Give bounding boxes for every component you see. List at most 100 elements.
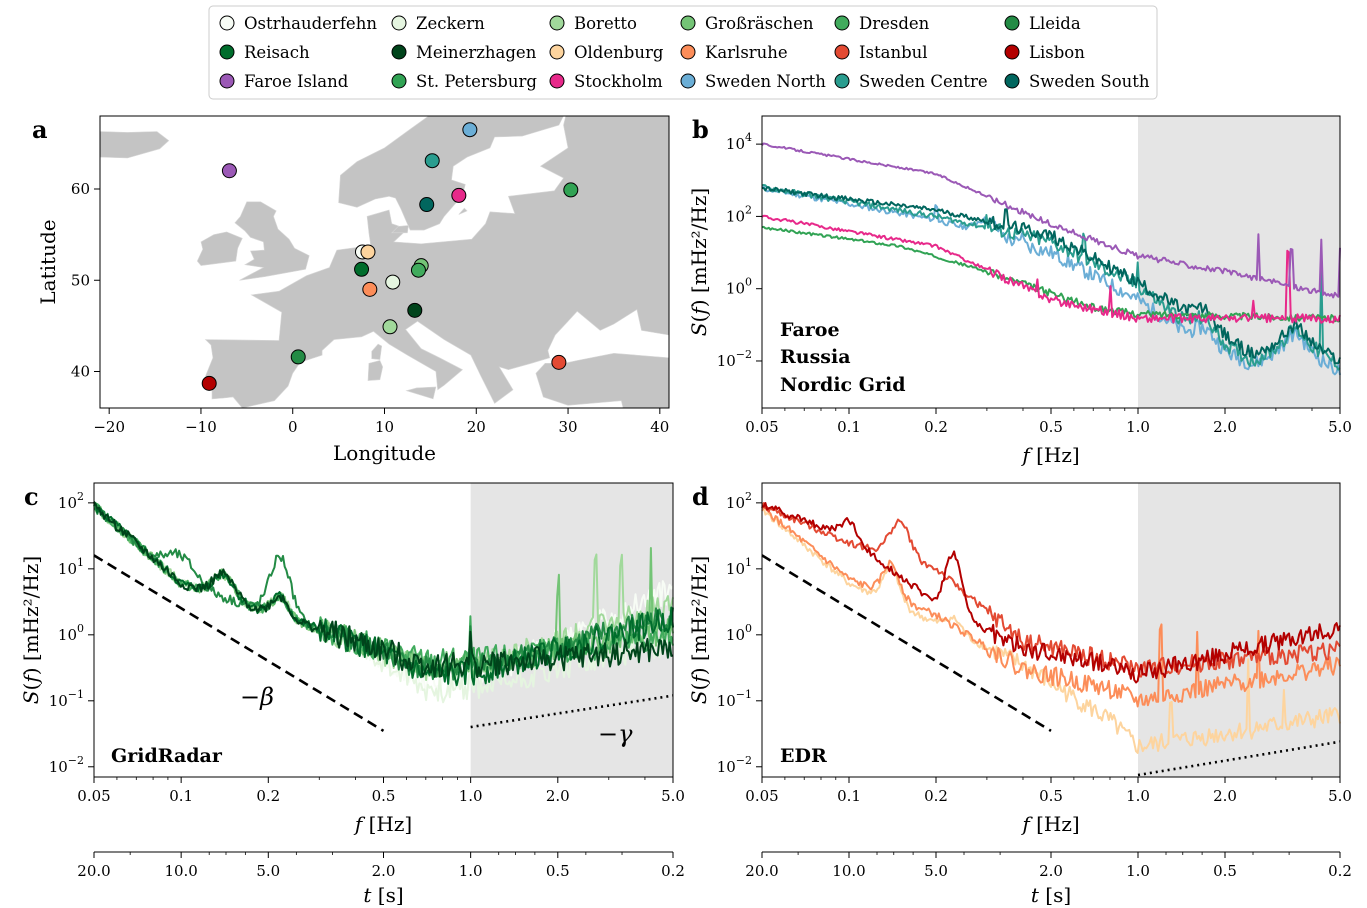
legend-marker [834,73,850,89]
x-tick-label: 5.0 [1328,787,1352,805]
map-marker-reisach [354,261,370,277]
map-marker-dresden [410,262,426,278]
panel-d-psd: 0.05 0.1 0.2 0.5 1.0 2.0 5.0 10−2 10−1 100 101 102 f… [687,482,1352,836]
legend-marker [219,15,235,31]
x-tick-label: 5.0 [661,787,685,805]
legend-entry: Oldenburg [574,43,664,62]
legend-marker [391,15,407,31]
gamma-reference-line [1137,740,1341,777]
x-tick-label: 0.5 [1039,418,1063,436]
map-marker-lisbon [201,375,217,391]
y-tick-label: 102 [726,203,752,225]
time-tick-label: 0.5 [546,862,570,880]
x-tick-label: −10 [185,418,217,436]
legend-marker [549,15,565,31]
map-marker-st-petersburg [563,182,579,198]
legend-entry: Faroe Island [244,72,349,91]
legend-marker [680,73,696,89]
y-tick-label: 10−2 [717,348,752,370]
y-tick-label: 10−1 [717,688,752,710]
time-tick-label: 20.0 [77,862,110,880]
annotation-edr: EDR [780,745,827,767]
y-tick-label: 10−1 [49,688,84,710]
time-tick-label: 20.0 [745,862,778,880]
y-tick-label: 100 [726,622,752,644]
annotation-nordic-grid: Nordic Grid [780,374,905,396]
series-line-st-petersburg [761,225,1341,323]
x-tick-label: 5.0 [1328,418,1352,436]
land-masses [100,116,669,408]
map-marker-oldenburg [360,244,376,260]
y-axis-label: S(f) [mHz²/Hz] [687,556,711,704]
x-tick-label: 30 [559,418,578,436]
beta-reference-line [761,554,1052,732]
x-tick-label: 0.1 [837,418,861,436]
map-marker-stockholm [451,187,467,203]
legend-entry: Dresden [859,14,930,33]
time-axes: 20.0 10.0 5.0 2.0 1.0 0.5 0.2 t [s] 20.0 10.0 5.0 2… [77,851,1352,907]
gamma-reference-line [470,694,674,729]
y-axis-label: S(f) [mHz²/Hz] [687,188,711,336]
panel-label-d: d [692,482,709,511]
time-tick-label: 2.0 [1039,862,1063,880]
map-marker-sweden-centre [424,153,440,169]
legend-marker [549,73,565,89]
legend-marker [834,44,850,60]
land-sicily [405,386,437,400]
series-line-faroe-island [761,142,1341,299]
x-tick-label: 0.5 [372,787,396,805]
series-line-sweden-centre [761,184,1341,371]
land-zealand [391,225,409,234]
y-tick-label: 100 [58,622,84,644]
legend-marker [391,44,407,60]
legend-entry: Sweden Centre [859,72,988,91]
land-corsica [371,343,383,360]
series-line-lisbon [761,502,1341,684]
panel-label-b: b [692,115,709,144]
x-tick-label: 0.5 [1039,787,1063,805]
land-gotland [458,207,468,215]
legend-entry: Boretto [574,14,637,33]
x-axis-label: f [Hz] [1020,812,1079,836]
y-tick-label: 60 [71,180,90,198]
x-tick-label: 10 [375,418,394,436]
panel-label-a: a [32,115,48,144]
time-tick-label: 5.0 [924,862,948,880]
map-marker-boretto [382,319,398,335]
beta-reference-line [93,554,385,732]
legend-marker [1004,73,1020,89]
legend-marker [1004,44,1020,60]
legend-entry: Istanbul [859,43,928,62]
legend-marker [1004,15,1020,31]
y-tick-label: 100 [726,276,752,298]
x-tick-label: 20 [467,418,486,436]
legend-entry: Reisach [244,43,310,62]
y-tick-label: 50 [71,271,90,289]
series-line-lleida [93,505,674,681]
time-tick-label: 5.0 [256,862,280,880]
legend-entry: Lleida [1029,14,1081,33]
x-tick-label: 0.1 [837,787,861,805]
legend-marker [391,73,407,89]
time-tick-label: 10.0 [832,862,865,880]
x-tick-label: 0.2 [924,418,948,436]
legend-entry: Ostrhauderfehn [244,14,377,33]
x-tick-label: 1.0 [1126,418,1150,436]
x-tick-label: 1.0 [459,787,483,805]
time-tick-label: 2.0 [372,862,396,880]
annotation-beta: −β [240,683,274,711]
time-axis-label: t [s] [1031,883,1071,907]
map-marker-karlsruhe [362,281,378,297]
legend-entry: St. Petersburg [416,72,537,91]
time-axis-label: t [s] [363,883,403,907]
x-tick-label: 0.1 [169,787,193,805]
legend-entry: Sweden South [1029,72,1150,91]
annotation-gamma: −γ [598,720,633,748]
x-tick-label: 2.0 [546,787,570,805]
x-tick-label: 0.05 [745,418,778,436]
legend-entry: Stockholm [574,72,663,91]
land-iceland [100,131,170,159]
map-marker-sweden-north [462,122,478,138]
land-ireland [196,231,243,266]
